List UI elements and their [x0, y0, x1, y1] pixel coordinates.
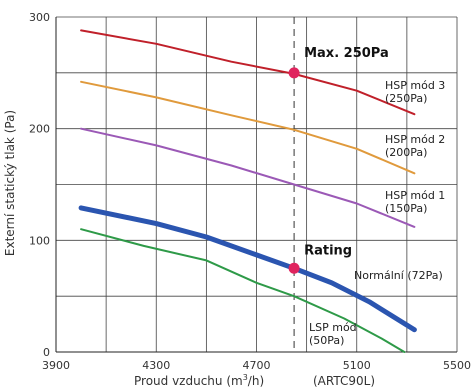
series-label-3: (150Pa) [385, 202, 427, 215]
series-label-3: HSP mód 1 [385, 189, 445, 202]
series-label-1: HSP mód 3 [385, 79, 445, 92]
series-label-5: LSP mód [309, 321, 357, 334]
series-group [78, 29, 417, 353]
x-axis-label-main: Proud vzduchu (m [134, 374, 243, 388]
annotation-label-2: Rating [304, 243, 352, 258]
series-line-2 [80, 80, 416, 175]
annotation-marker-2 [288, 262, 300, 274]
annotation-marker-1 [288, 67, 300, 79]
y-tick-label: 100 [29, 234, 50, 247]
tick-labels: 3900 4300 4700 5100 5500 0 100 200 300 [29, 11, 471, 372]
series-label-1: (250Pa) [385, 92, 427, 105]
x-tick-label: 4300 [142, 359, 170, 372]
series-line-5 [80, 228, 406, 353]
x-tick-label: 4700 [243, 359, 271, 372]
series-line-3 [80, 127, 416, 228]
x-tick-label: 3900 [42, 359, 70, 372]
y-axis-label: Externí statický tlak (Pa) [3, 110, 17, 256]
series-label-2: HSP mód 2 [385, 133, 445, 146]
x-tick-label: 5100 [343, 359, 371, 372]
series-label-4: Normální (72Pa) [354, 269, 443, 282]
x-axis-label: Proud vzduchu (m3/h) [134, 373, 264, 388]
x-tick-label: 5500 [443, 359, 471, 372]
x-axis-label-tail: /h) [248, 374, 264, 388]
series-label-2: (200Pa) [385, 146, 427, 159]
x-axis-model-label: (ARTC90L) [313, 374, 375, 388]
series-line-4 [78, 205, 417, 333]
x-axis-label-sup: 3 [243, 373, 248, 382]
annotation-label-1: Max. 250Pa [304, 46, 389, 61]
y-tick-label: 0 [43, 346, 50, 359]
annotation-markers: Max. 250Pa Rating [288, 46, 389, 274]
series-label-5: (50Pa) [309, 334, 344, 347]
y-tick-label: 300 [29, 11, 50, 24]
y-tick-label: 200 [29, 123, 50, 136]
series-line-1 [80, 29, 416, 116]
series-labels: HSP mód 3(250Pa) HSP mód 2(200Pa) HSP mód … [309, 79, 445, 347]
